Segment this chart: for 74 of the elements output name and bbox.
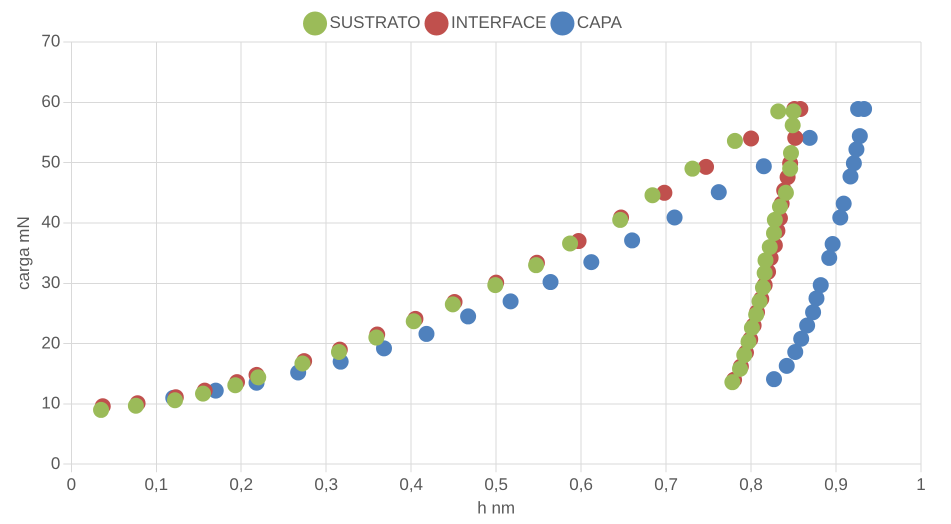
point xyxy=(583,254,600,270)
x-tick-label: 0,6 xyxy=(569,475,593,494)
point xyxy=(166,392,183,408)
point xyxy=(748,306,764,323)
legend-label: INTERFACE xyxy=(451,13,546,32)
point xyxy=(846,155,862,172)
x-tick-label: 0,1 xyxy=(144,475,168,494)
point xyxy=(460,308,476,324)
y-axis-title: carga mN xyxy=(14,216,33,290)
point xyxy=(766,225,782,242)
point xyxy=(744,320,760,336)
point xyxy=(562,235,578,252)
y-tick-label: 20 xyxy=(41,333,60,352)
y-tick-label: 40 xyxy=(41,212,60,232)
point xyxy=(684,160,700,177)
point xyxy=(762,239,778,256)
point xyxy=(756,158,772,174)
x-tick-label: 0,4 xyxy=(399,475,424,494)
x-tick-label: 0,2 xyxy=(229,475,254,494)
y-tick-label: 10 xyxy=(41,394,60,413)
point xyxy=(805,304,822,320)
legend-label: SUSTRATO xyxy=(330,13,421,32)
x-axis-title: h nm xyxy=(477,498,516,518)
point xyxy=(770,103,786,120)
x-tick-label: 0,8 xyxy=(739,475,763,494)
point xyxy=(195,386,212,402)
point xyxy=(766,212,783,228)
point xyxy=(418,326,434,342)
point xyxy=(743,130,760,147)
legend-label: CAPA xyxy=(576,13,623,32)
point xyxy=(726,132,743,149)
point xyxy=(644,187,660,204)
y-tick-label: 70 xyxy=(41,32,60,51)
point xyxy=(710,184,727,200)
x-tick-label: 0,3 xyxy=(314,475,338,494)
y-tick-label: 60 xyxy=(41,92,60,111)
point xyxy=(782,144,799,161)
y-tick-label: 0 xyxy=(50,454,60,473)
point xyxy=(93,402,110,418)
point xyxy=(624,232,640,248)
point xyxy=(832,210,848,226)
point xyxy=(772,198,788,215)
point xyxy=(784,117,801,134)
point xyxy=(368,330,384,346)
point xyxy=(842,168,858,184)
point xyxy=(799,317,816,334)
point xyxy=(821,250,838,266)
point xyxy=(782,160,798,177)
point xyxy=(836,196,852,212)
point xyxy=(766,371,782,388)
point xyxy=(808,290,824,306)
point xyxy=(698,158,714,175)
y-tick-label: 30 xyxy=(41,272,60,292)
x-tick-label: 1 xyxy=(916,475,926,494)
point xyxy=(852,128,868,144)
point xyxy=(227,377,244,394)
point xyxy=(802,130,818,146)
point xyxy=(756,265,773,282)
x-tick-label: 0,5 xyxy=(484,475,508,494)
point xyxy=(812,277,829,294)
point xyxy=(376,340,392,356)
point xyxy=(824,236,841,252)
x-tick-label: 0,9 xyxy=(824,475,848,494)
point xyxy=(666,210,683,226)
point xyxy=(542,274,559,290)
x-tick-label: 0,7 xyxy=(654,475,678,494)
point xyxy=(793,330,810,347)
point xyxy=(848,141,864,158)
point xyxy=(502,293,519,310)
x-tick-label: 0 xyxy=(66,475,76,494)
point xyxy=(787,344,804,360)
point xyxy=(732,360,748,377)
point xyxy=(778,358,795,374)
y-tick-label: 50 xyxy=(41,152,60,172)
